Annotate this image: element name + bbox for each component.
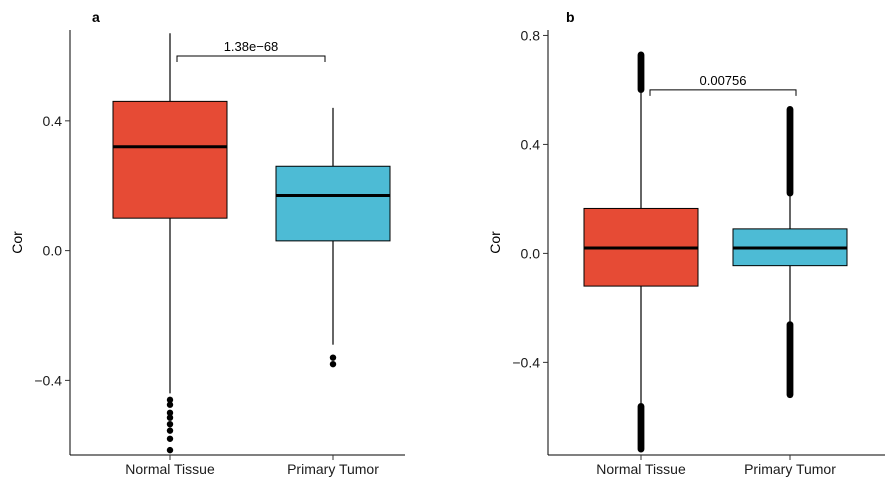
y-tick-label: 0.0 bbox=[521, 245, 541, 261]
outlier-point bbox=[166, 435, 174, 442]
y-tick-label: −0.4 bbox=[34, 372, 62, 388]
y-tick-label: 0.4 bbox=[43, 113, 63, 129]
outlier-cluster bbox=[786, 321, 794, 399]
x-tick-label: Normal Tissue bbox=[125, 461, 215, 477]
y-tick-label: 0.8 bbox=[521, 27, 541, 43]
panel-a: a −0.4 0.0 0.4 Cor Normal Tissue Primary Tumor… bbox=[9, 9, 405, 477]
y-tick-label: 0.4 bbox=[521, 136, 541, 152]
outlier-point bbox=[166, 427, 174, 434]
box-normal-tissue bbox=[583, 51, 699, 453]
panel-b: b −0.4 0.0 0.4 0.8 Cor Normal Tissue Primary Tu… bbox=[487, 9, 885, 477]
outlier-cluster bbox=[786, 106, 794, 197]
comparison-bracket bbox=[649, 89, 797, 96]
box-body bbox=[112, 100, 228, 219]
outlier-point bbox=[166, 401, 174, 408]
outlier-point bbox=[166, 414, 174, 421]
outlier-cluster bbox=[637, 51, 645, 93]
outlier-point bbox=[329, 360, 337, 368]
panel-label: b bbox=[566, 9, 575, 25]
box-normal-tissue bbox=[112, 33, 228, 454]
box-primary-tumor bbox=[732, 106, 848, 399]
x-tick-label: Primary Tumor bbox=[744, 461, 836, 477]
p-value-label: 1.38e−68 bbox=[224, 39, 279, 54]
outlier-cluster bbox=[637, 402, 645, 453]
x-tick-label: Normal Tissue bbox=[596, 461, 686, 477]
x-tick-label: Primary Tumor bbox=[287, 461, 379, 477]
p-value-label: 0.00756 bbox=[700, 73, 747, 88]
outlier-point bbox=[166, 446, 174, 454]
comparison-bracket bbox=[176, 55, 326, 62]
y-tick-label: −0.4 bbox=[512, 354, 540, 370]
y-tick-label: 0.0 bbox=[43, 243, 63, 259]
box-primary-tumor bbox=[275, 107, 391, 368]
outlier-point bbox=[166, 420, 174, 428]
y-axis-label: Cor bbox=[9, 231, 25, 254]
outlier-point bbox=[329, 354, 337, 361]
outlier-point bbox=[166, 409, 174, 417]
outlier-point bbox=[166, 396, 174, 404]
panel-label: a bbox=[92, 9, 100, 25]
y-axis-label: Cor bbox=[487, 231, 503, 254]
box-body bbox=[275, 165, 391, 242]
